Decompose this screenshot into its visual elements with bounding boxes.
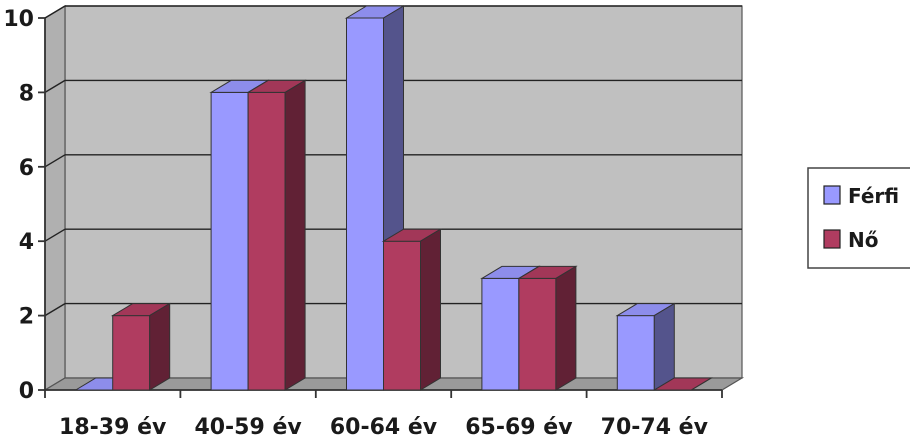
x-tick-label: 70-74 év — [601, 415, 709, 440]
x-axis-ticks: 18-39 év 40-59 év 60-64 év 65-69 év 70-74 év — [45, 390, 722, 440]
legend-label-series-2: Nő — [848, 228, 878, 252]
legend: Férfi Nő — [808, 168, 910, 268]
legend-swatch-series-1 — [824, 186, 840, 204]
bar-front — [347, 18, 384, 390]
y-axis-ticks: 0 2 4 6 8 10 — [3, 7, 45, 404]
bar-front — [519, 278, 556, 390]
bar-side — [556, 266, 576, 390]
x-tick-label: 40-59 év — [194, 415, 302, 440]
bar — [519, 266, 576, 390]
bar-side — [421, 229, 441, 390]
bar-front — [384, 241, 421, 390]
y-tick-label: 2 — [19, 305, 34, 330]
bar-side — [285, 80, 305, 390]
x-tick-label: 60-64 év — [330, 415, 438, 440]
bar-front — [211, 92, 248, 390]
bar — [384, 229, 441, 390]
bar-front — [113, 316, 150, 390]
bar-front — [482, 278, 519, 390]
bar-side — [654, 304, 674, 390]
legend-label-series-1: Férfi — [848, 184, 899, 208]
legend-item-series-1: Férfi — [824, 184, 899, 208]
side-wall — [45, 6, 65, 390]
bar-front — [617, 316, 654, 390]
bar — [617, 304, 674, 390]
bar-side — [150, 304, 170, 390]
x-tick-label: 65-69 év — [465, 415, 573, 440]
legend-box — [808, 168, 910, 268]
bar — [113, 304, 170, 390]
x-tick-label: 18-39 év — [59, 415, 167, 440]
y-tick-label: 0 — [19, 379, 34, 404]
y-tick-label: 8 — [19, 81, 34, 106]
legend-item-series-2: Nő — [824, 228, 878, 252]
y-tick-label: 6 — [19, 156, 34, 181]
legend-swatch-series-2 — [824, 230, 840, 248]
bar — [248, 80, 305, 390]
y-tick-label: 4 — [19, 230, 34, 255]
y-tick-label: 10 — [3, 7, 34, 32]
bar-front — [248, 92, 285, 390]
